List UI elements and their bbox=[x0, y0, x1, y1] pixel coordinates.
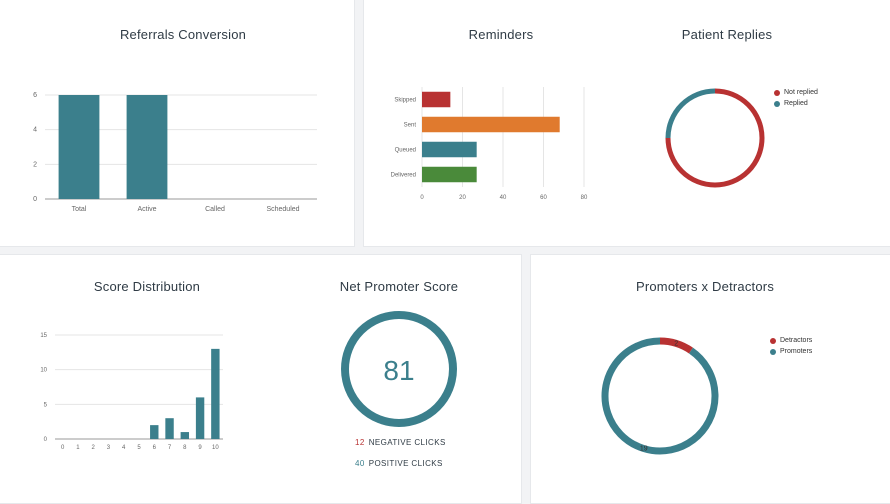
x-tick-label: 4 bbox=[122, 445, 126, 451]
x-tick-label: 0 bbox=[420, 195, 424, 201]
nps-gauge: 81 bbox=[341, 311, 457, 427]
legend-label: Promoters bbox=[780, 348, 813, 355]
legend-swatch-red-icon bbox=[770, 337, 776, 344]
referrals-card: Referrals Conversion 0 2 4 6 Total Active Call… bbox=[0, 0, 355, 247]
x-tick-label: 8 bbox=[183, 445, 187, 451]
bar-active bbox=[126, 95, 168, 199]
x-tick-label: Active bbox=[137, 206, 156, 213]
bar-6 bbox=[150, 425, 159, 439]
x-tick-label: 60 bbox=[540, 195, 547, 201]
promoters-detractors-card: Promoters x Detractors 2 19 Detractors Pr… bbox=[530, 254, 890, 504]
y-tick-label: 2 bbox=[33, 161, 37, 168]
negative-clicks-label: NEGATIVE CLICKS bbox=[368, 438, 446, 447]
x-tick-label: 5 bbox=[137, 445, 141, 451]
referrals-bar-chart: 0 2 4 6 Total Active Called Scheduled bbox=[33, 92, 317, 213]
x-tick-label: Called bbox=[205, 206, 225, 213]
positive-clicks: 40 POSITIVE CLICKS bbox=[355, 459, 443, 468]
x-tick-label: 40 bbox=[500, 195, 507, 201]
y-tick-label: 15 bbox=[40, 333, 47, 339]
score-distribution-title: Score Distribution bbox=[93, 279, 201, 294]
patient-replies-title: Patient Replies bbox=[681, 27, 773, 42]
x-tick-label: 3 bbox=[107, 445, 111, 451]
x-tick-label: Total bbox=[72, 206, 87, 213]
slice-not-replied bbox=[665, 88, 765, 188]
bar-8 bbox=[180, 432, 190, 439]
referrals-title: Referrals Conversion bbox=[119, 27, 247, 42]
x-tick-label: 9 bbox=[198, 445, 202, 451]
slice-promoters bbox=[601, 337, 719, 455]
slice-value-label: 2 bbox=[674, 340, 678, 347]
legend-swatch-red-icon bbox=[774, 89, 780, 96]
x-tick-label: 1 bbox=[76, 445, 80, 451]
reminders-title: Reminders bbox=[468, 27, 534, 42]
negative-clicks-count: 12 bbox=[355, 438, 365, 447]
x-tick-label: 7 bbox=[168, 445, 172, 451]
bar-10 bbox=[211, 348, 220, 439]
slice-replied bbox=[665, 88, 716, 139]
promoters-detractors-legend: Detractors Promoters bbox=[770, 335, 812, 357]
y-tick-label: 6 bbox=[33, 92, 37, 99]
slice-detractors bbox=[659, 337, 693, 354]
legend-item-detractors[interactable]: Detractors bbox=[770, 335, 812, 346]
promoters-detractors-donut-chart: 2 19 bbox=[601, 337, 719, 455]
bar-queued bbox=[422, 141, 477, 158]
slice-value-label: 19 bbox=[640, 446, 648, 453]
x-tick-label: Scheduled bbox=[266, 206, 299, 213]
nps-title: Net Promoter Score bbox=[339, 279, 459, 294]
reminders-bar-chart: 0 20 40 60 80 Skipped Sent Queued Delivered bbox=[391, 87, 588, 201]
positive-clicks-label: POSITIVE CLICKS bbox=[368, 459, 443, 468]
bar-7 bbox=[165, 418, 174, 439]
x-tick-label: 20 bbox=[459, 195, 466, 201]
patient-replies-legend: Not replied Replied bbox=[774, 87, 818, 109]
legend-item-promoters[interactable]: Promoters bbox=[770, 346, 812, 357]
reminders-replies-card: Reminders 0 20 40 60 80 Skipped Sent Queued Deli… bbox=[363, 0, 890, 247]
y-tick-label: Queued bbox=[395, 148, 416, 154]
x-tick-label: 80 bbox=[581, 195, 588, 201]
x-tick-label: 2 bbox=[92, 445, 96, 451]
legend-label: Replied bbox=[784, 100, 808, 107]
legend-item-not-replied[interactable]: Not replied bbox=[774, 87, 818, 98]
positive-clicks-count: 40 bbox=[355, 459, 365, 468]
x-tick-label: 0 bbox=[61, 445, 65, 451]
bar-skipped bbox=[422, 91, 451, 108]
score-distribution-bar-chart: 0 5 10 15 0 1 2 3 4 5 6 7 8 9 10 bbox=[40, 333, 223, 451]
x-tick-label: 10 bbox=[212, 445, 219, 451]
legend-label: Detractors bbox=[780, 337, 813, 344]
y-tick-label: Skipped bbox=[394, 98, 416, 104]
y-tick-label: 0 bbox=[33, 196, 37, 203]
y-tick-label: Sent bbox=[404, 123, 417, 129]
y-tick-label: 5 bbox=[44, 402, 48, 408]
y-tick-label: 10 bbox=[40, 368, 47, 374]
bar-total bbox=[58, 95, 100, 199]
y-tick-label: 4 bbox=[33, 127, 37, 134]
legend-swatch-teal-icon bbox=[770, 348, 776, 355]
promoters-detractors-title: Promoters x Detractors bbox=[635, 279, 775, 294]
score-nps-card: Score Distribution 0 5 10 15 0 1 2 3 4 5 6 7 8 9 10 Ne… bbox=[0, 254, 522, 504]
bar-sent bbox=[422, 116, 560, 133]
bar-9 bbox=[195, 397, 205, 439]
x-tick-label: 6 bbox=[153, 445, 157, 451]
y-tick-label: 0 bbox=[44, 437, 48, 443]
negative-clicks: 12 NEGATIVE CLICKS bbox=[355, 438, 446, 447]
legend-label: Not replied bbox=[784, 89, 818, 96]
legend-swatch-teal-icon bbox=[774, 100, 780, 107]
y-tick-label: Delivered bbox=[391, 173, 416, 179]
bar-delivered bbox=[422, 166, 477, 183]
nps-score: 81 bbox=[383, 355, 414, 386]
patient-replies-donut-chart bbox=[665, 88, 765, 188]
legend-item-replied[interactable]: Replied bbox=[774, 98, 818, 109]
